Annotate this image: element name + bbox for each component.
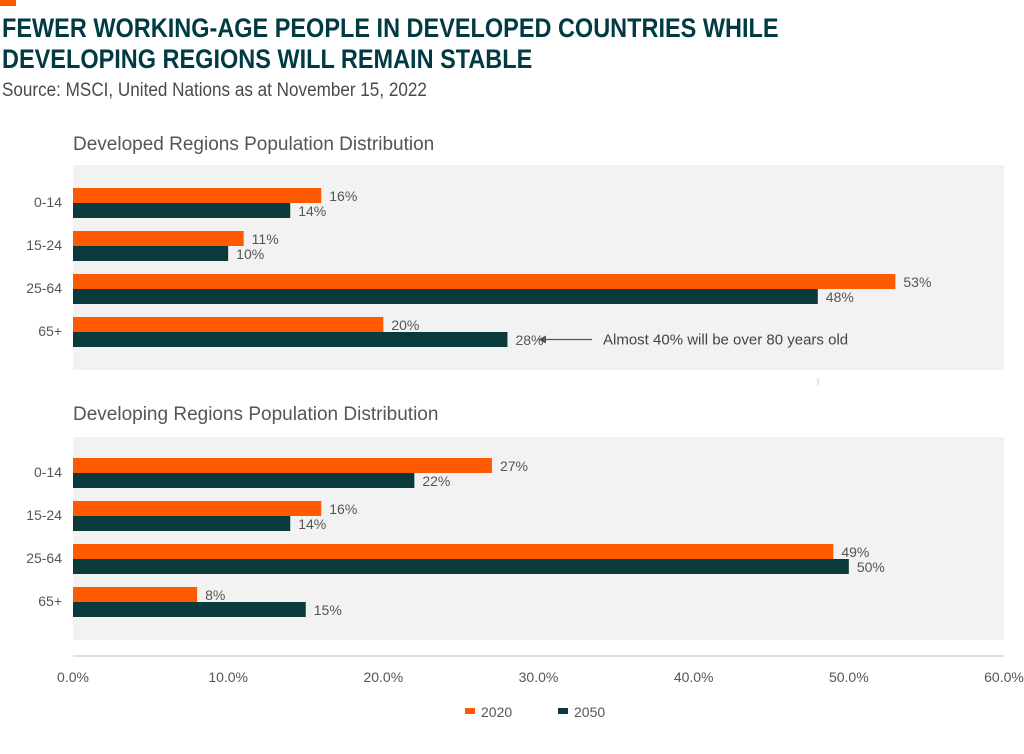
value-label-2050-0-14: 14% bbox=[298, 203, 326, 219]
value-label-2050-25-64: 48% bbox=[826, 289, 854, 305]
value-label-2020-65+: 8% bbox=[205, 587, 225, 603]
value-label-2050-0-14: 22% bbox=[422, 473, 450, 489]
category-label-0-14: 0-14 bbox=[34, 464, 62, 480]
value-label-2020-25-64: 53% bbox=[903, 274, 931, 290]
category-label-65+: 65+ bbox=[38, 593, 62, 609]
bar-2050-0-14 bbox=[73, 203, 291, 218]
value-label-2020-15-24: 11% bbox=[252, 231, 279, 247]
x-tick-label-20: 20.0% bbox=[363, 669, 403, 685]
value-label-2050-65+: 15% bbox=[314, 602, 342, 618]
value-label-2020-15-24: 16% bbox=[329, 501, 357, 517]
bar-2020-65+ bbox=[73, 317, 384, 332]
legend-label-2050: 2050 bbox=[574, 704, 605, 720]
panel-title-2: Developing Regions Population Distributi… bbox=[73, 404, 438, 425]
bar-2020-25-64 bbox=[73, 544, 834, 559]
x-tick-label-40: 40.0% bbox=[674, 669, 714, 685]
x-tick-label-60: 60.0% bbox=[984, 669, 1024, 685]
bar-2050-65+ bbox=[73, 332, 508, 347]
legend-swatch-2050 bbox=[558, 708, 568, 714]
value-label-2020-0-14: 27% bbox=[500, 458, 528, 474]
x-tick-label-50: 50.0% bbox=[829, 669, 869, 685]
bar-2020-15-24 bbox=[73, 231, 244, 246]
bar-2020-15-24 bbox=[73, 501, 322, 516]
value-label-2020-0-14: 16% bbox=[329, 188, 357, 204]
x-tick-label-10: 10.0% bbox=[208, 669, 248, 685]
bar-2020-65+ bbox=[73, 587, 198, 602]
x-tick-label-30: 30.0% bbox=[519, 669, 559, 685]
legend-label-2020: 2020 bbox=[481, 704, 512, 720]
bar-2020-0-14 bbox=[73, 188, 322, 203]
annotation-arrow-head bbox=[538, 335, 546, 344]
chart-title-line-2: DEVELOPING REGIONS WILL REMAIN STABLE bbox=[2, 44, 533, 74]
bar-2050-65+ bbox=[73, 602, 306, 617]
bar-2020-25-64 bbox=[73, 274, 896, 289]
bar-2050-25-64 bbox=[73, 559, 849, 574]
value-label-2050-65+: 28% bbox=[515, 332, 543, 348]
value-label-2020-65+: 20% bbox=[391, 317, 419, 333]
bar-2020-0-14 bbox=[73, 458, 492, 473]
category-label-25-64: 25-64 bbox=[26, 550, 62, 566]
accent-mark bbox=[0, 0, 16, 6]
value-label-2050-15-24: 10% bbox=[236, 246, 264, 262]
panel-title-1: Developed Regions Population Distributio… bbox=[73, 134, 434, 155]
x-tick-label-0: 0.0% bbox=[57, 669, 89, 685]
bar-2050-15-24 bbox=[73, 516, 291, 531]
chart-title-line-1: FEWER WORKING-AGE PEOPLE IN DEVELOPED CO… bbox=[2, 13, 779, 43]
category-label-25-64: 25-64 bbox=[26, 280, 62, 296]
category-label-65+: 65+ bbox=[38, 323, 62, 339]
category-label-15-24: 15-24 bbox=[26, 507, 62, 523]
chart-source: Source: MSCI, United Nations as at Novem… bbox=[2, 80, 427, 101]
category-label-15-24: 15-24 bbox=[26, 237, 62, 253]
annotation-text: Almost 40% will be over 80 years old bbox=[603, 332, 848, 349]
bar-2050-25-64 bbox=[73, 289, 818, 304]
bar-2050-15-24 bbox=[73, 246, 229, 261]
value-label-2050-25-64: 50% bbox=[857, 559, 885, 575]
chart-title: FEWER WORKING-AGE PEOPLE IN DEVELOPED CO… bbox=[2, 13, 779, 75]
legend-swatch-2020 bbox=[465, 708, 475, 714]
value-label-2020-25-64: 49% bbox=[841, 544, 869, 560]
category-label-0-14: 0-14 bbox=[34, 194, 62, 210]
value-label-2050-15-24: 14% bbox=[298, 516, 326, 532]
bar-2050-0-14 bbox=[73, 473, 415, 488]
